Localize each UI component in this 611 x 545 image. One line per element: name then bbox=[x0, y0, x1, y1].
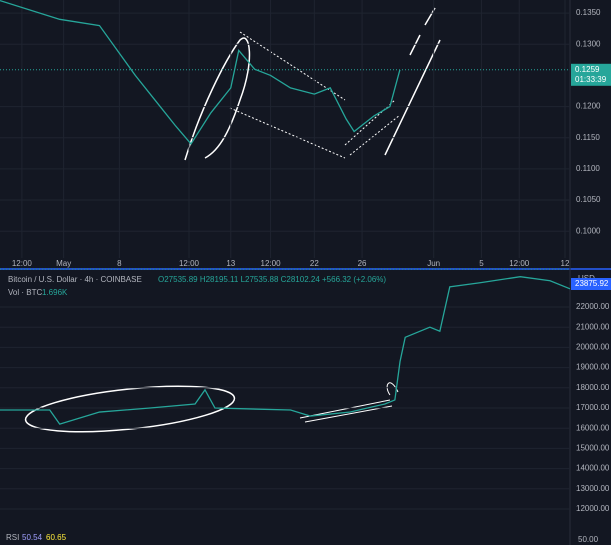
x-tick-label: 12 bbox=[561, 259, 570, 268]
rsi-value: 50.54 bbox=[22, 533, 43, 542]
y-tick-label: 20000.00 bbox=[576, 343, 610, 352]
price-line bbox=[0, 0, 401, 146]
volume-value: 1.696K bbox=[42, 288, 68, 297]
x-tick-label: Jun bbox=[427, 259, 440, 268]
y-tick-label: 21000.00 bbox=[576, 322, 610, 331]
y-tick-label: 15000.00 bbox=[576, 444, 610, 453]
y-tick-label: 19000.00 bbox=[576, 363, 610, 372]
y-tick-label: 12000.00 bbox=[576, 504, 610, 513]
y-tick-label: 14000.00 bbox=[576, 464, 610, 473]
x-tick-label: 12:00 bbox=[509, 259, 530, 268]
last-price-label: 0.1259 bbox=[575, 65, 600, 74]
last-price-label: 23875.92 bbox=[575, 279, 609, 288]
y-tick-label: 0.1050 bbox=[576, 195, 601, 204]
x-tick-label: 26 bbox=[358, 259, 367, 268]
symbol-title: Bitcoin / U.S. Dollar · 4h · COINBASE bbox=[8, 275, 142, 284]
y-tick-label: 13000.00 bbox=[576, 484, 610, 493]
x-tick-label: May bbox=[56, 259, 71, 268]
price-line bbox=[0, 276, 571, 425]
drawing bbox=[184, 37, 251, 161]
x-tick-label: 5 bbox=[479, 259, 484, 268]
x-tick-label: 8 bbox=[117, 259, 122, 268]
x-tick-label: 12:00 bbox=[261, 259, 282, 268]
y-tick-label: 16000.00 bbox=[576, 423, 610, 432]
y-tick-label: 0.1300 bbox=[576, 39, 601, 48]
x-tick-label: 12:00 bbox=[179, 259, 200, 268]
x-tick-label: 12:00 bbox=[12, 259, 33, 268]
y-tick-label: 22000.00 bbox=[576, 302, 610, 311]
x-tick-label: 13 bbox=[226, 259, 235, 268]
rsi-level: 50.00 bbox=[578, 535, 599, 544]
countdown: 01:33:39 bbox=[575, 75, 607, 84]
y-tick-label: 0.1100 bbox=[576, 164, 600, 173]
rsi-label: RSI bbox=[6, 533, 19, 542]
y-tick-label: 18000.00 bbox=[576, 383, 610, 392]
rsi-value: 60.65 bbox=[46, 533, 67, 542]
y-tick-label: 17000.00 bbox=[576, 403, 610, 412]
drawing bbox=[24, 385, 236, 433]
y-tick-label: 0.1150 bbox=[576, 133, 600, 142]
x-tick-label: 22 bbox=[310, 259, 319, 268]
price-tag bbox=[571, 63, 611, 86]
y-tick-label: 0.1000 bbox=[576, 226, 601, 235]
y-tick-label: 0.1350 bbox=[576, 8, 601, 17]
y-tick-label: 0.1200 bbox=[576, 102, 601, 111]
ohlc: O27535.89 H28195.11 L27535.88 C28102.24 … bbox=[158, 275, 386, 284]
volume-label: Vol · BTC bbox=[8, 288, 42, 297]
price-tag bbox=[571, 278, 611, 290]
